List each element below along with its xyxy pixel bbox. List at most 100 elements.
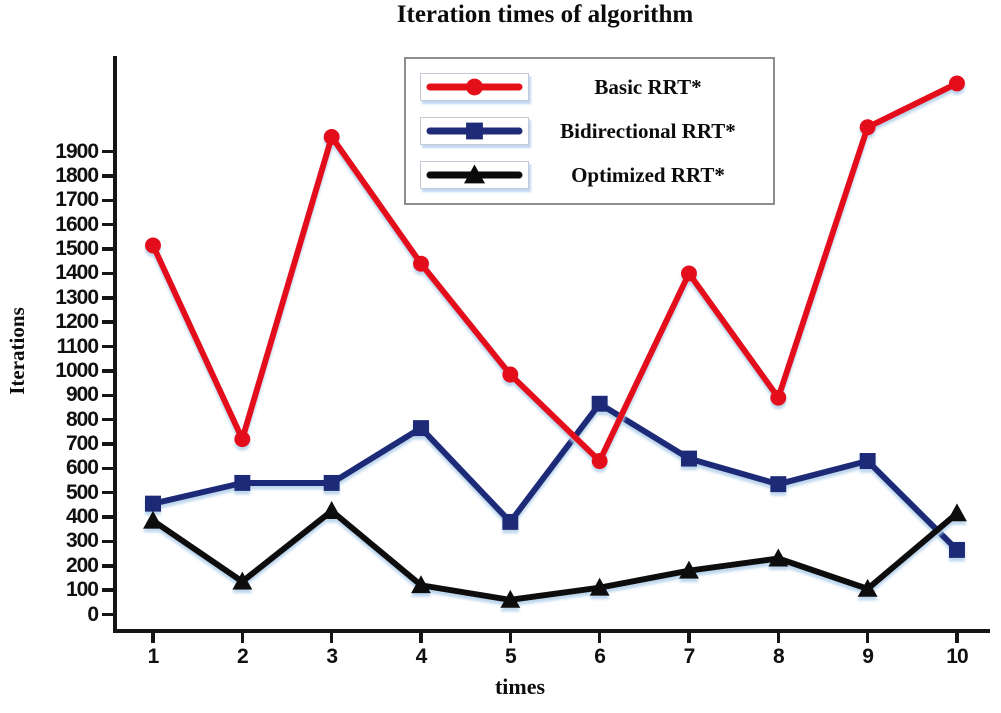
y-tick-mark [102, 539, 114, 544]
data-point-optimized-rrt-4 [410, 575, 431, 594]
x-tick-mark [508, 632, 513, 643]
y-tick-label: 1800 [55, 164, 99, 188]
x-axis-line [113, 629, 990, 633]
x-tick-mark [597, 632, 602, 643]
x-tick-mark [955, 632, 959, 643]
x-tick-label: 9 [862, 645, 874, 668]
y-tick-mark [102, 247, 114, 251]
y-tick-mark [102, 149, 114, 154]
data-point-optimized-rrt-7 [678, 560, 699, 579]
x-tick-mark [151, 632, 155, 643]
y-tick-label: 700 [65, 431, 99, 455]
y-tick-label: 1900 [55, 139, 99, 163]
legend-square-marker-icon [420, 117, 529, 145]
y-tick-mark [102, 564, 114, 568]
data-point-basic-rrt-9 [859, 119, 876, 136]
legend: Basic RRT* Bidirectional RRT* Optimized RR… [404, 57, 775, 205]
y-tick-label: 500 [65, 480, 99, 504]
data-point-basic-rrt-5 [502, 366, 519, 383]
x-tick-mark [776, 632, 781, 643]
y-tick-label: 1600 [55, 212, 99, 236]
series-optimized-rrt [143, 500, 967, 608]
data-point-bidirectional-rrt-4 [412, 420, 429, 437]
x-tick-label: 10 [946, 645, 968, 668]
y-tick-mark [102, 588, 114, 592]
series-bidirectional-rrt [145, 395, 965, 558]
data-point-basic-rrt-7 [680, 265, 697, 282]
x-tick-label: 4 [415, 645, 428, 668]
data-point-basic-rrt-8 [770, 389, 787, 406]
data-point-optimized-rrt-10 [946, 503, 967, 522]
legend-label-optimized-rrt: Optimized RRT* [571, 162, 725, 187]
data-point-basic-rrt-2 [234, 431, 251, 448]
x-tick-label: 2 [236, 645, 249, 668]
y-tick-label: 1400 [55, 261, 99, 285]
legend-label-bidirectional-rrt: Bidirectional RRT* [560, 118, 736, 143]
y-tick-label: 1700 [55, 188, 99, 212]
legend-row-optimized-rrt: Optimized RRT* [420, 160, 773, 190]
data-point-basic-rrt-4 [412, 255, 429, 272]
data-point-bidirectional-rrt-7 [680, 450, 697, 467]
y-tick-label: 1000 [55, 358, 99, 382]
data-point-bidirectional-rrt-1 [145, 495, 161, 512]
legend-circle-marker-icon [420, 73, 529, 101]
legend-triangle-marker-icon [420, 161, 529, 189]
y-tick-mark [102, 393, 114, 397]
x-tick-mark [865, 632, 870, 643]
y-tick-label: 400 [65, 505, 99, 529]
data-point-optimized-rrt-6 [589, 577, 610, 596]
y-tick-mark [102, 369, 114, 373]
data-point-optimized-rrt-1 [143, 510, 163, 529]
y-tick-mark [102, 612, 114, 617]
series-basic-rrt [145, 75, 965, 470]
data-point-basic-rrt-1 [145, 237, 161, 254]
data-point-bidirectional-rrt-8 [770, 476, 787, 493]
y-axis-line [113, 56, 117, 633]
y-tick-label: 600 [65, 456, 99, 480]
y-tick-mark [102, 466, 114, 471]
y-tick-label: 800 [65, 407, 99, 431]
data-point-bidirectional-rrt-5 [502, 513, 519, 530]
y-tick-label: 100 [65, 578, 99, 602]
data-point-basic-rrt-3 [323, 129, 340, 146]
y-tick-label: 200 [65, 553, 99, 577]
y-tick-mark [102, 174, 114, 178]
x-tick-label: 5 [504, 645, 517, 668]
x-tick-mark [687, 632, 691, 643]
x-tick-label: 1 [147, 645, 160, 668]
y-tick-mark [102, 296, 114, 300]
x-tick-mark [240, 632, 245, 643]
x-tick-mark [329, 632, 334, 643]
chart-title: Iteration times of algorithm [396, 1, 694, 28]
data-point-bidirectional-rrt-9 [859, 453, 876, 470]
x-tick-label: 8 [772, 645, 785, 668]
y-tick-mark [102, 198, 114, 203]
legend-row-bidirectional-rrt: Bidirectional RRT* [420, 116, 773, 146]
y-tick-label: 1300 [55, 285, 99, 309]
y-tick-mark [102, 222, 114, 227]
y-tick-label: 0 [87, 602, 99, 626]
y-tick-mark [102, 515, 114, 519]
data-point-optimized-rrt-8 [768, 548, 789, 567]
y-tick-mark [102, 442, 114, 446]
y-tick-mark [102, 271, 114, 276]
x-tick-label: 6 [594, 645, 606, 668]
y-tick-mark [102, 490, 114, 495]
x-tick-label: 7 [683, 645, 696, 668]
data-point-bidirectional-rrt-3 [323, 474, 340, 491]
data-point-basic-rrt-10 [948, 75, 965, 92]
y-tick-mark [102, 417, 114, 422]
data-point-bidirectional-rrt-10 [948, 541, 965, 558]
x-tick-label: 3 [326, 645, 338, 668]
y-tick-label: 1200 [55, 310, 99, 334]
legend-row-basic-rrt: Basic RRT* [420, 72, 773, 102]
legend-label-basic-rrt: Basic RRT* [594, 74, 702, 99]
x-tick-mark [419, 632, 423, 643]
y-tick-label: 900 [65, 383, 99, 407]
y-tick-label: 1100 [56, 334, 99, 358]
data-point-optimized-rrt-5 [500, 589, 521, 608]
data-point-optimized-rrt-9 [857, 578, 878, 597]
data-point-bidirectional-rrt-2 [234, 474, 251, 491]
